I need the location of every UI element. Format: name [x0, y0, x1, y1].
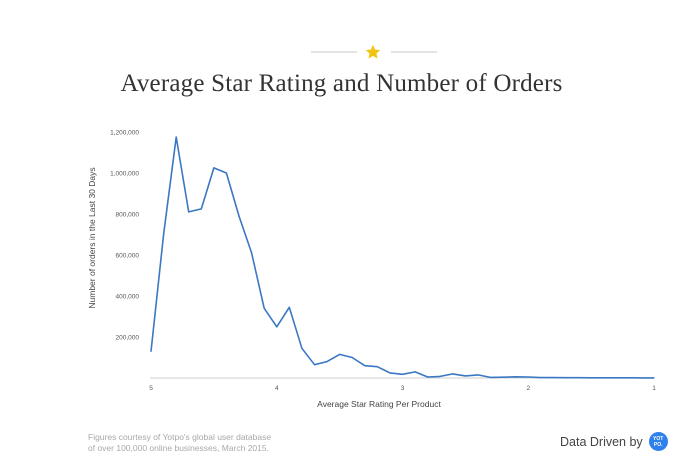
data-point [276, 326, 278, 328]
data-point [225, 172, 227, 174]
title-divider-left [311, 51, 357, 53]
data-point [251, 252, 253, 254]
data-point [439, 375, 441, 377]
data-point [150, 350, 152, 352]
y-tick-label: 200,000 [116, 335, 140, 342]
data-point [376, 366, 378, 368]
data-point [464, 375, 466, 377]
data-point [489, 376, 492, 378]
data-point [401, 373, 404, 375]
data-point [188, 211, 190, 213]
data-point [577, 377, 580, 379]
yotpo-logo[interactable]: YOT PO. [648, 432, 668, 451]
y-tick-label: 400,000 [116, 294, 140, 301]
y-tick-label: 1,200,000 [110, 130, 139, 137]
data-point [351, 356, 353, 359]
data-point [552, 377, 555, 379]
data-point [163, 233, 165, 236]
footnote-line-1: Figures courtesy of Yotpo's global user … [88, 432, 272, 442]
data-point [213, 167, 215, 169]
data-point [527, 376, 529, 378]
data-point [175, 136, 177, 138]
y-tick-label: 600,000 [116, 253, 140, 260]
x-tick-label: 3 [401, 385, 405, 392]
footnote-line-2: of over 100,000 online businesses, March… [88, 443, 269, 453]
data-point [288, 306, 290, 308]
data-point [515, 376, 517, 378]
data-point [263, 307, 265, 309]
data-point [603, 377, 605, 379]
data-point [452, 373, 454, 375]
data-point [477, 374, 479, 376]
data-point [628, 377, 630, 379]
data-point [301, 347, 303, 349]
data-point [615, 377, 617, 379]
data-point [389, 372, 391, 374]
data-point [540, 377, 542, 379]
star-icon [365, 44, 381, 59]
x-tick-label: 2 [526, 385, 530, 392]
logo-line-2: PO. [653, 441, 663, 448]
star-shape [365, 44, 381, 59]
source-footnote: Figures courtesy of Yotpo's global user … [88, 432, 271, 454]
title-divider-right [391, 51, 437, 53]
data-point [427, 376, 429, 378]
data-point [200, 208, 202, 210]
brand-credit: Data Driven by YOT PO. [560, 432, 668, 451]
x-tick-label: 4 [275, 385, 279, 392]
data-point [414, 371, 416, 373]
data-point [326, 361, 328, 363]
logo-line-1: YOT [653, 435, 664, 442]
y-tick-label: 1,000,000 [110, 171, 139, 178]
x-tick-label: 1 [652, 385, 656, 392]
data-point [364, 365, 366, 367]
data-point [640, 377, 643, 379]
y-tick-label: 800,000 [116, 212, 140, 219]
brand-text: Data Driven by [560, 434, 643, 449]
y-axis-label: Number of orders in the Last 30 Days [87, 167, 97, 308]
data-point [339, 353, 341, 355]
data-point [590, 377, 592, 379]
data-point [313, 364, 316, 366]
x-axis-label: Average Star Rating Per Product [317, 399, 441, 409]
chart-title: Average Star Rating and Number of Orders [120, 70, 563, 97]
data-point [653, 377, 655, 379]
data-point [502, 376, 504, 378]
data-point [238, 215, 240, 217]
data-point [565, 377, 567, 379]
x-tick-label: 5 [149, 385, 153, 392]
